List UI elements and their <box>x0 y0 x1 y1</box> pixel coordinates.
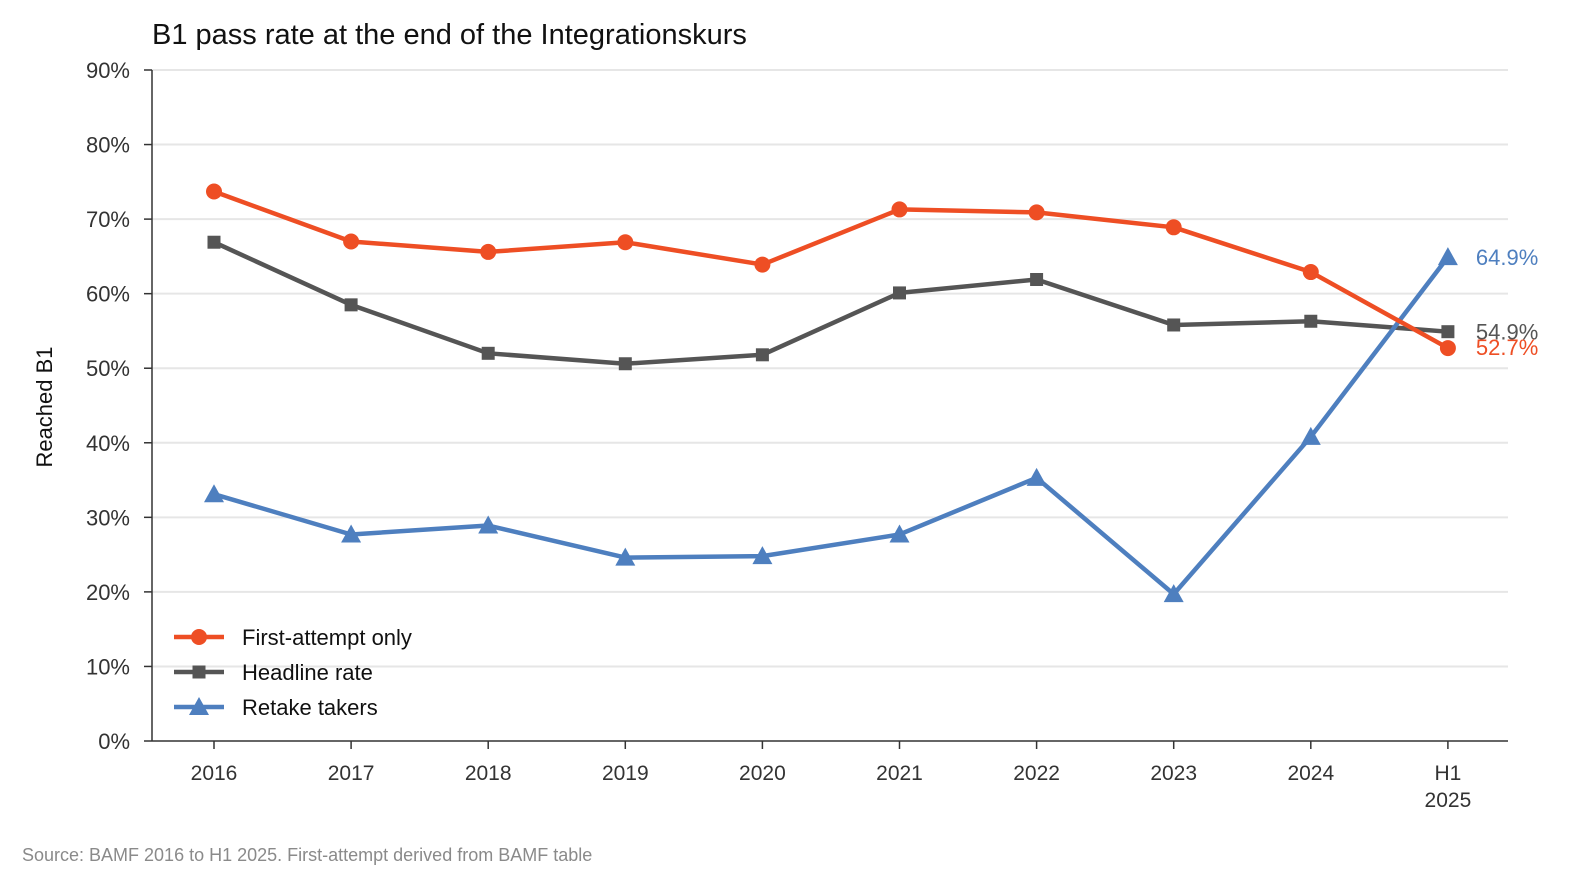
data-point-first-attempt-only-h1-2025 <box>1439 340 1456 357</box>
series-retake-takers <box>204 247 1458 603</box>
x-tick-label-2018: 2018 <box>465 762 512 785</box>
data-point-first-attempt-only-2021 <box>891 201 908 218</box>
data-point-headline-rate-2021 <box>893 286 906 300</box>
y-axis-ticks: 0% 10% 20% 30% 40% 50% 60% 70% 80% 90% <box>86 58 152 754</box>
x-tick-label-2022: 2022 <box>1013 762 1060 785</box>
x-tick-label-2023: 2023 <box>1150 762 1197 785</box>
series-line-first-attempt-only <box>211 189 1451 351</box>
data-point-headline-rate-2017 <box>344 298 358 312</box>
series-first-attempt-only <box>206 183 1456 357</box>
data-point-headline-rate-h1-2025 <box>1441 325 1455 339</box>
series-headline-rate <box>207 235 1455 371</box>
y-axis-title: Reached B1 <box>32 346 57 467</box>
data-point-headline-rate-2023 <box>1167 318 1181 332</box>
data-point-headline-rate-2019 <box>618 357 632 371</box>
y-tick-label-80: 80% <box>86 133 130 158</box>
y-tick-label-30: 30% <box>86 505 130 530</box>
y-tick-label-50: 50% <box>86 356 130 381</box>
chart-title: B1 pass rate at the end of the Integrati… <box>152 19 747 51</box>
data-point-headline-rate-2016 <box>207 235 221 249</box>
x-tick-label-h1-2025: H1 2025 <box>1425 762 1472 812</box>
series-line-retake-takers <box>211 254 1451 597</box>
x-tick-label-2020: 2020 <box>739 762 786 785</box>
data-point-retake-takers-2018 <box>478 515 499 534</box>
series-lines <box>204 183 1458 603</box>
y-tick-label-60: 60% <box>86 282 130 307</box>
data-point-retake-takers-2016 <box>204 484 224 503</box>
data-point-first-attempt-only-2018 <box>480 243 497 260</box>
x-tick-label-2021: 2021 <box>876 762 923 785</box>
data-point-headline-rate-2018 <box>481 346 495 360</box>
end-label-first-attempt-only: 52.7% <box>1476 335 1538 360</box>
y-tick-label-10: 10% <box>86 654 130 679</box>
data-point-first-attempt-only-2024 <box>1302 264 1319 281</box>
end-label-headline-rate: 54.9% <box>1476 320 1538 345</box>
gridlines <box>152 69 1508 668</box>
data-point-retake-takers-2024 <box>1300 426 1321 445</box>
data-point-retake-takers-2022 <box>1026 467 1047 486</box>
data-point-retake-takers-2020 <box>752 546 773 565</box>
source-note: Source: BAMF 2016 to H1 2025. First-atte… <box>22 845 593 865</box>
y-tick-label-20: 20% <box>86 580 130 605</box>
y-tick-label-70: 70% <box>86 207 130 232</box>
data-point-first-attempt-only-2016 <box>206 183 222 200</box>
data-point-retake-takers-2017 <box>341 524 362 543</box>
x-axis-ticks: 2016 2017 2018 2019 2020 2021 2022 2023 2024 H1 20… <box>191 741 1472 812</box>
data-point-first-attempt-only-2020 <box>754 256 771 273</box>
legend-item-retake-takers: Retake takers <box>174 695 378 720</box>
legend-label-headline-rate: Headline rate <box>242 660 373 685</box>
legend-marker-retake-takers <box>189 697 209 715</box>
legend: First-attempt only Headline rate Retake ta… <box>174 625 412 720</box>
data-point-retake-takers-2021 <box>889 524 910 543</box>
x-tick-label-2016: 2016 <box>191 762 238 785</box>
legend-marker-headline-rate <box>192 665 206 679</box>
x-tick-label-2017: 2017 <box>328 762 375 785</box>
series-line-headline-rate <box>211 239 1451 366</box>
x-tick-label-2024: 2024 <box>1287 762 1334 785</box>
data-point-first-attempt-only-2023 <box>1165 219 1182 236</box>
legend-item-headline-rate: Headline rate <box>174 660 373 685</box>
data-point-retake-takers-h1-2025 <box>1437 247 1458 266</box>
data-point-first-attempt-only-2019 <box>617 234 634 251</box>
y-tick-label-90: 90% <box>86 58 130 83</box>
data-point-headline-rate-2024 <box>1304 314 1318 328</box>
legend-item-first-attempt-only: First-attempt only <box>174 625 412 650</box>
y-tick-label-0: 0% <box>98 729 130 754</box>
data-point-headline-rate-2020 <box>755 348 769 362</box>
data-point-headline-rate-2022 <box>1030 273 1044 287</box>
end-label-retake-takers: 64.9% <box>1476 245 1538 270</box>
legend-label-first-attempt-only: First-attempt only <box>242 625 412 650</box>
axes <box>151 70 1508 742</box>
x-tick-label-2019: 2019 <box>602 762 649 785</box>
end-labels: 52.7%54.9% 64.9% <box>1476 245 1538 360</box>
data-point-retake-takers-2023 <box>1163 584 1184 603</box>
y-tick-label-40: 40% <box>86 431 130 456</box>
data-point-retake-takers-2019 <box>615 547 636 566</box>
data-point-first-attempt-only-2017 <box>343 233 360 250</box>
data-point-first-attempt-only-2022 <box>1028 204 1045 221</box>
legend-label-retake-takers: Retake takers <box>242 695 378 720</box>
legend-marker-first-attempt-only <box>191 629 207 645</box>
